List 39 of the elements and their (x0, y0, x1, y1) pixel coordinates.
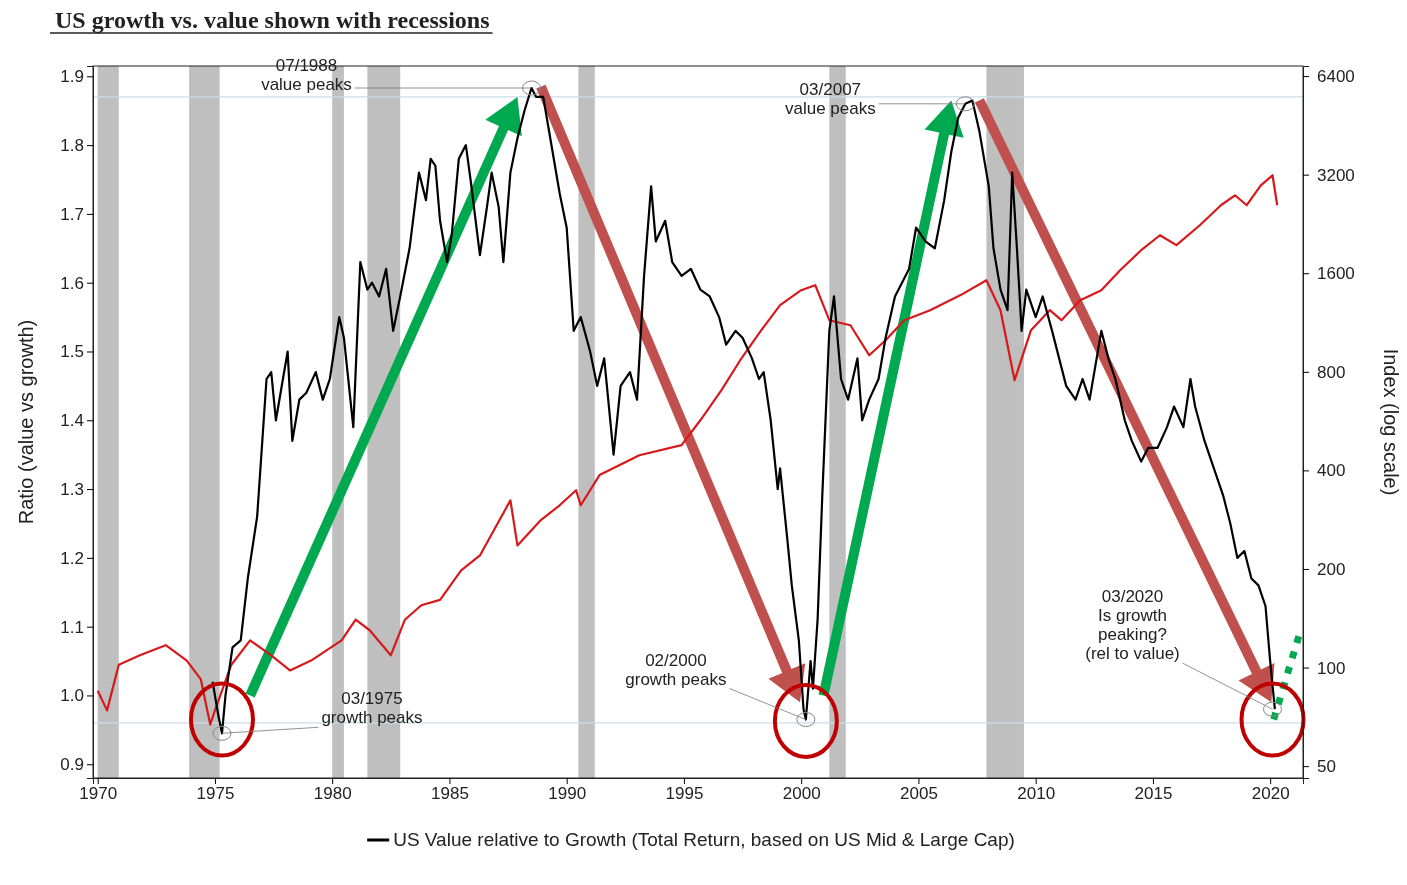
y2-tick-label: 50 (1317, 757, 1336, 777)
x-tick-label: 2005 (900, 784, 938, 804)
y-tick-label: 0.9 (60, 755, 84, 775)
y-tick-label: 1.1 (60, 617, 84, 637)
x-tick-label: 1995 (665, 784, 704, 804)
y-tick-label: 1.0 (60, 686, 84, 706)
annotation: 02/2000 growth peaks (625, 650, 727, 689)
y-tick-label: 1.5 (60, 342, 84, 362)
y-tick-label: 1.3 (60, 480, 84, 500)
x-tick-label: 1980 (313, 784, 352, 804)
y2-tick-label: 200 (1317, 559, 1346, 579)
y2-axis-title: Index (log scale) (1380, 348, 1402, 496)
y2-tick-label: 400 (1317, 461, 1346, 481)
x-tick-label: 1990 (548, 784, 587, 804)
y2-tick-label: 6400 (1317, 67, 1355, 87)
x-tick-label: 2020 (1251, 784, 1290, 804)
y-axis-title: Ratio (value vs growth) (15, 319, 37, 525)
y2-tick-label: 100 (1317, 658, 1346, 678)
y-tick-label: 1.2 (60, 548, 84, 568)
legend-label: US Value relative to Growth (Total Return, based on US Mid & Large Cap) (393, 829, 1015, 850)
y2-tick-label: 800 (1317, 362, 1346, 382)
annotation: 03/2020 Is growth peaking? (rel to value) (1085, 587, 1180, 664)
y-tick-label: 1.6 (60, 273, 84, 293)
y2-tick-label: 1600 (1317, 264, 1355, 284)
chart-title: US growth vs. value shown with recessions (55, 7, 490, 33)
x-tick-label: 1970 (79, 784, 118, 804)
annotation: 03/1975 growth peaks (321, 689, 423, 728)
x-tick-label: 2010 (1017, 784, 1056, 804)
y-tick-label: 1.9 (60, 67, 84, 87)
x-tick-label: 2015 (1134, 784, 1173, 804)
annotation: 03/2007 value peaks (784, 79, 876, 118)
x-tick-label: 1975 (196, 784, 235, 804)
y-tick-label: 1.7 (60, 204, 84, 224)
y-tick-label: 1.4 (60, 411, 84, 431)
y-tick-label: 1.8 (60, 136, 84, 156)
x-tick-label: 2000 (782, 784, 821, 804)
y2-tick-label: 3200 (1317, 165, 1355, 185)
x-tick-label: 1985 (431, 784, 469, 804)
annotation: 07/1988 value peaks (261, 56, 352, 95)
